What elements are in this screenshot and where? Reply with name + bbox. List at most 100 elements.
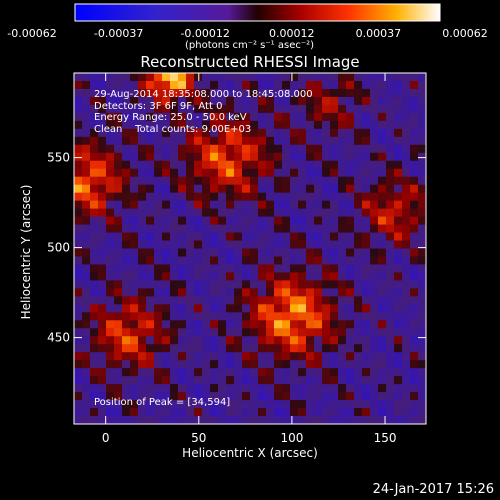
heatmap-cell <box>282 280 291 289</box>
heatmap-cell <box>114 120 123 130</box>
heatmap-cell <box>210 344 219 353</box>
heatmap-cell <box>370 256 379 265</box>
heatmap-cell <box>170 120 179 130</box>
heatmap-cell <box>146 272 155 281</box>
heatmap-cell <box>338 112 347 122</box>
heatmap-cell <box>282 272 291 281</box>
heatmap-cell <box>314 120 323 130</box>
heatmap-cell <box>274 256 283 265</box>
heatmap-cell <box>186 288 195 297</box>
colorbar-tick-label: 0.00012 <box>269 27 315 40</box>
heatmap-cell <box>258 88 267 98</box>
heatmap-cell <box>210 384 219 393</box>
heatmap-cell <box>330 176 339 186</box>
heatmap-cell <box>114 256 123 265</box>
heatmap-cell <box>138 168 147 178</box>
heatmap-cell <box>130 376 139 385</box>
heatmap-cell <box>82 352 91 361</box>
heatmap-cell <box>354 168 363 178</box>
heatmap-cell <box>154 296 163 305</box>
heatmap-cell <box>178 320 187 329</box>
heatmap-cell <box>210 248 219 257</box>
heatmap-cell <box>322 368 331 377</box>
heatmap-cell <box>378 88 387 98</box>
heatmap-cell <box>162 400 171 409</box>
heatmap-cell <box>194 168 203 178</box>
heatmap-cell <box>282 328 291 337</box>
heatmap-cell <box>210 376 219 385</box>
heatmap-cell <box>346 408 355 417</box>
heatmap-cell <box>146 232 155 242</box>
heatmap-cell <box>114 360 123 369</box>
heatmap-cell <box>146 344 155 353</box>
heatmap-cell <box>274 328 283 337</box>
heatmap-cell <box>90 216 99 226</box>
heatmap-cell <box>242 280 251 289</box>
heatmap-cell <box>234 73 243 82</box>
heatmap-cell <box>322 384 331 393</box>
heatmap-cell <box>394 232 403 242</box>
heatmap-cell <box>234 368 243 377</box>
heatmap-cell <box>258 136 267 146</box>
heatmap-cell <box>138 344 147 353</box>
heatmap-cell <box>418 152 427 162</box>
heatmap-cell <box>282 160 291 170</box>
heatmap-cell <box>314 288 323 297</box>
heatmap-cell <box>234 208 243 218</box>
heatmap-cell <box>226 240 235 249</box>
heatmap-cell <box>170 232 179 242</box>
heatmap-cell <box>74 208 83 218</box>
heatmap-cell <box>98 296 107 305</box>
heatmap-cell <box>106 104 115 114</box>
heatmap-cell <box>346 336 355 345</box>
heatmap-cell <box>282 336 291 345</box>
heatmap-cell <box>194 392 203 401</box>
heatmap-cell <box>74 392 83 401</box>
heatmap-cell <box>114 376 123 385</box>
heatmap-cell <box>122 352 131 361</box>
heatmap-cell <box>178 400 187 409</box>
heatmap-cell <box>386 216 395 226</box>
heatmap-cell <box>242 384 251 393</box>
heatmap-cell <box>186 96 195 106</box>
heatmap-cell <box>322 264 331 273</box>
heatmap-cell <box>98 264 107 273</box>
heatmap-cell <box>274 240 283 249</box>
heatmap-cell <box>218 208 227 218</box>
heatmap-cell <box>330 88 339 98</box>
heatmap-cell <box>290 152 299 162</box>
heatmap-cell <box>98 112 107 122</box>
heatmap-cell <box>114 80 123 90</box>
heatmap-cell <box>354 296 363 305</box>
heatmap-cell <box>282 304 291 313</box>
heatmap-cell <box>322 128 331 138</box>
heatmap-cell <box>186 184 195 194</box>
heatmap-cell <box>202 88 211 98</box>
heatmap-cell <box>266 73 275 82</box>
heatmap-cell <box>378 136 387 146</box>
heatmap-cell <box>186 160 195 170</box>
heatmap-cell <box>74 152 83 162</box>
heatmap-cell <box>194 288 203 297</box>
heatmap-cell <box>306 80 315 90</box>
heatmap-cell <box>122 416 131 425</box>
heatmap-cell <box>130 240 139 249</box>
heatmap-cell <box>322 88 331 98</box>
heatmap-cell <box>290 160 299 170</box>
heatmap-cell <box>258 280 267 289</box>
colorbar-units: (photons cm⁻² s⁻¹ asec⁻²) <box>185 40 315 51</box>
heatmap-cell <box>346 280 355 289</box>
heatmap-cell <box>258 288 267 297</box>
heatmap-cell <box>282 416 291 425</box>
heatmap-cell <box>154 216 163 226</box>
heatmap-cell <box>418 120 427 130</box>
heatmap-cell <box>114 200 123 210</box>
heatmap-cell <box>210 73 219 82</box>
heatmap-cell <box>138 120 147 130</box>
heatmap-cell <box>146 184 155 194</box>
heatmap-cell <box>146 168 155 178</box>
heatmap-cell <box>410 160 419 170</box>
colorbar-tick-label: 0.00037 <box>355 27 402 40</box>
heatmap-cell <box>378 112 387 122</box>
heatmap-cell <box>226 168 235 178</box>
